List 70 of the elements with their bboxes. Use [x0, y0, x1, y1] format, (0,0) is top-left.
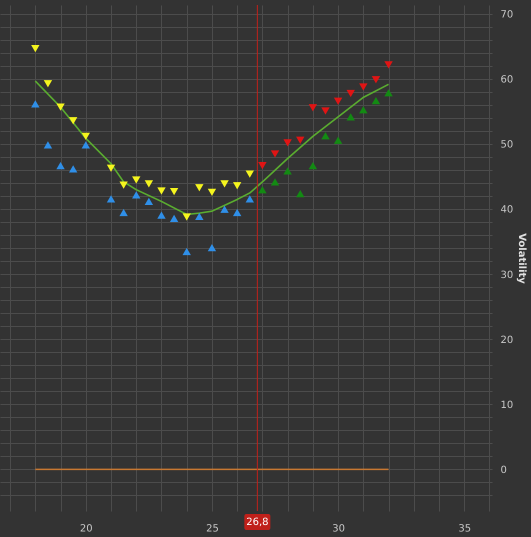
point — [258, 162, 267, 170]
y-tick-label: 20 — [500, 334, 514, 346]
point — [106, 164, 116, 172]
point — [170, 214, 178, 222]
point — [334, 98, 342, 105]
point — [82, 132, 90, 140]
point — [321, 132, 330, 140]
point — [346, 90, 355, 98]
point — [119, 208, 128, 216]
point — [296, 190, 304, 198]
y-tick-label: 40 — [500, 204, 514, 216]
point — [346, 113, 355, 120]
point — [132, 176, 140, 184]
y-tick-label: 50 — [500, 140, 514, 151]
point — [82, 141, 90, 148]
point — [258, 186, 267, 194]
point — [246, 195, 254, 202]
point — [68, 165, 78, 173]
point — [56, 162, 65, 170]
point — [132, 191, 140, 199]
point — [283, 139, 292, 147]
point — [220, 180, 229, 188]
point — [384, 89, 393, 96]
point — [359, 83, 368, 91]
x-tick-label: 20 — [80, 524, 93, 534]
point — [170, 188, 178, 196]
point — [334, 136, 342, 144]
point — [119, 182, 128, 189]
point — [68, 117, 78, 124]
point — [232, 208, 242, 216]
point — [144, 180, 154, 188]
ref-line-label: 26,8 — [246, 517, 268, 528]
y-tick-label: 60 — [500, 74, 514, 86]
point — [182, 213, 191, 221]
point — [372, 96, 380, 104]
y-tick-label: 10 — [500, 400, 514, 411]
point — [308, 162, 318, 170]
point — [208, 188, 216, 196]
point — [270, 178, 280, 186]
point — [56, 103, 65, 111]
point — [44, 80, 52, 88]
x-tick-label: 25 — [206, 524, 219, 534]
point — [208, 244, 216, 252]
point — [195, 184, 204, 192]
x-tick-label: 35 — [458, 524, 472, 534]
point — [31, 44, 40, 52]
point — [372, 76, 380, 84]
point — [359, 106, 368, 114]
point — [157, 211, 166, 219]
point — [270, 150, 280, 158]
y-tick-label: 30 — [500, 270, 514, 281]
point — [384, 61, 393, 68]
y-axis-title: Volatility — [516, 233, 528, 284]
y-tick-label: 0 — [500, 464, 507, 476]
point — [106, 195, 116, 202]
point — [31, 100, 40, 108]
point — [195, 212, 204, 220]
point — [44, 141, 52, 148]
x-tick-label: 30 — [332, 524, 345, 534]
point — [220, 206, 229, 213]
point — [321, 107, 330, 115]
y-tick-label: 70 — [500, 10, 514, 21]
point — [283, 167, 292, 174]
point — [296, 136, 304, 144]
point — [182, 248, 191, 256]
point — [144, 198, 154, 206]
point — [308, 104, 318, 112]
point — [246, 170, 254, 178]
point — [232, 182, 242, 190]
point — [157, 187, 166, 195]
